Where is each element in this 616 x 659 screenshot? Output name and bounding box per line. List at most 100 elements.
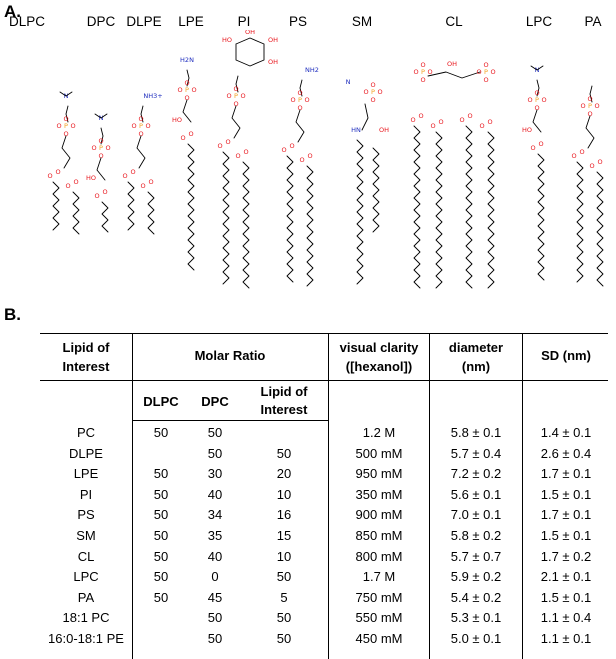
oxygen-atom: O — [307, 152, 312, 160]
acyl-chain — [101, 201, 109, 233]
acyl-chain — [435, 131, 443, 289]
sphingoid-chain — [372, 147, 380, 233]
hydroxyl: OH — [268, 58, 278, 66]
cell-visual-clarity: 950 mM — [355, 466, 403, 482]
acyl-chain — [187, 143, 195, 271]
oxygen-atom: O — [587, 110, 592, 118]
header-lipid-of-interest: Lipid of Interest — [62, 340, 110, 374]
methyl-bonds — [59, 91, 73, 97]
header-diameter: diameter (nm) — [448, 340, 504, 374]
acyl-chain — [465, 125, 473, 289]
cell-dpc: 40 — [207, 486, 223, 502]
oxygen-atom: O — [459, 116, 464, 124]
lipid-name-lpc: LPC — [525, 14, 553, 29]
cell-visual-clarity: 850 mM — [355, 528, 403, 543]
oxygen-atom: O — [487, 118, 492, 126]
cell-visual-clarity: 1.2 M — [362, 425, 396, 440]
cell-sd: 1.5 ± 0.1 — [540, 528, 592, 543]
oxygen-atom: O — [70, 122, 75, 130]
acyl-chain — [356, 139, 364, 285]
oxygen-atom: O — [240, 92, 245, 100]
methyl-bonds — [94, 113, 108, 119]
cell-diameter: 5.0 ± 0.1 — [450, 631, 502, 646]
amine-group: H2N — [180, 56, 194, 64]
cell-dlpc: 50 — [153, 589, 169, 605]
cell-dlpc: 50 — [153, 569, 169, 585]
panel-b-label: B. — [4, 305, 21, 324]
cell-sd: 2.1 ± 0.1 — [540, 569, 592, 585]
sphingosine-backbone — [361, 103, 369, 131]
headgroup-bonds — [536, 79, 540, 97]
headgroup-bonds — [186, 69, 190, 87]
cell-diameter: 5.7 ± 0.4 — [450, 445, 502, 461]
glycerol-backbone — [532, 109, 542, 133]
phosphorus-atom: P — [139, 122, 143, 130]
lipid-name-dlpe: DLPE — [126, 14, 162, 29]
cell-lipid: PC — [76, 425, 96, 440]
oxygen-atom: O — [534, 89, 539, 97]
cell-lipid-of-interest: 16 — [276, 507, 292, 523]
oxygen-atom: O — [98, 152, 103, 160]
oxygen-atom: O — [490, 68, 495, 76]
oxygen-atom: O — [226, 92, 231, 100]
cell-dpc: 0 — [211, 569, 219, 585]
oxygen-atom: O — [281, 146, 286, 154]
oxygen-atom: O — [56, 122, 61, 130]
acyl-chain — [596, 171, 604, 287]
oxygen-atom: O — [188, 130, 193, 138]
oxygen-atom: O — [180, 134, 185, 142]
cell-dpc: 30 — [207, 466, 223, 482]
oxygen-atom: O — [105, 144, 110, 152]
oxygen-atom: O — [63, 115, 68, 123]
lipid-name-cl: CL — [445, 14, 463, 29]
oxygen-atom: O — [297, 89, 302, 97]
oxygen-atom: O — [122, 172, 127, 180]
cell-lipid: LPE — [73, 466, 99, 482]
oxygen-atom: O — [527, 96, 532, 104]
oxygen-atom: O — [571, 152, 576, 160]
cell-diameter: 5.8 ± 0.2 — [450, 528, 502, 543]
cell-diameter: 5.8 ± 0.1 — [450, 425, 502, 440]
headgroup-bonds — [589, 85, 593, 103]
cell-lipid-of-interest: 15 — [276, 528, 292, 543]
lipid-name-lpe: LPE — [178, 14, 204, 29]
hydroxyl: OH — [447, 60, 457, 68]
acyl-chain — [306, 165, 314, 287]
oxygen-atom: O — [534, 104, 539, 112]
panel-a-label: A. — [4, 2, 21, 21]
oxygen-atom: O — [235, 152, 240, 160]
cell-lipid: PS — [77, 507, 95, 523]
oxygen-atom: O — [148, 178, 153, 186]
oxygen-atom: O — [184, 94, 189, 102]
phosphorus-atom: P — [535, 96, 539, 104]
cell-lipid-of-interest: 5 — [280, 589, 288, 605]
amine-group: NH3+ — [143, 92, 162, 100]
cell-lipid: PI — [79, 486, 93, 502]
nitrogen-atom: N — [346, 78, 351, 86]
methyl-bonds — [530, 65, 544, 71]
cell-lipid: LPC — [73, 569, 99, 585]
oxygen-atom: O — [225, 138, 230, 146]
cell-visual-clarity: 900 mM — [355, 507, 403, 523]
cell-dpc: 50 — [207, 445, 223, 461]
subheader-dpc: DPC — [201, 394, 229, 409]
oxygen-atom: O — [483, 76, 488, 84]
oxygen-atom: O — [483, 61, 488, 69]
cell-lipid-of-interest: 10 — [276, 486, 292, 502]
oxygen-atom: O — [131, 122, 136, 130]
subheader-dlpc: DLPC — [143, 394, 179, 409]
oxygen-atom: O — [130, 168, 135, 176]
oxygen-atom: O — [73, 178, 78, 186]
oxygen-atom: O — [184, 79, 189, 87]
cell-visual-clarity: 750 mM — [355, 589, 403, 605]
glycerol-backbone — [182, 99, 192, 123]
oxygen-atom: O — [191, 86, 196, 94]
oxygen-atom: O — [138, 115, 143, 123]
cell-sd: 1.1 ± 0.4 — [540, 610, 592, 626]
cell-lipid: 18:1 PC — [62, 610, 110, 626]
acyl-chain — [576, 161, 584, 283]
lipid-name-ps: PS — [288, 14, 307, 29]
oxygen-atom: O — [476, 68, 481, 76]
oxygen-atom: O — [370, 81, 375, 89]
phosphorus-atom: P — [64, 122, 68, 130]
